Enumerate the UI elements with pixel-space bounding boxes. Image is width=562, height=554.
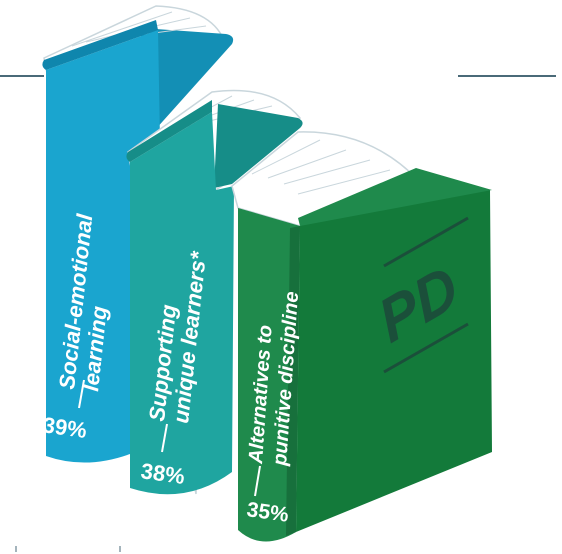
book-3-page-lines xyxy=(251,139,391,195)
book-3-cover-edge xyxy=(298,168,492,226)
book-2: Supporting unique learners* 38% xyxy=(126,89,303,495)
book-1-spine-top xyxy=(42,20,158,70)
book-2-cover xyxy=(214,104,303,188)
book-2-spine-top xyxy=(126,100,212,162)
book-2-percent: 38% xyxy=(139,458,186,489)
book-3-emblem-line-bottom xyxy=(383,322,469,374)
book-3-emblem-line-top xyxy=(383,216,469,268)
book-3-spine xyxy=(238,208,300,542)
book-1: Social-emotional learning 39% xyxy=(41,5,234,463)
book-2-spine xyxy=(130,112,234,495)
book-1-percent: 39% xyxy=(41,412,88,443)
book-3-cover xyxy=(296,179,492,532)
book-2-separator xyxy=(161,423,168,453)
book-3-spine-shadow xyxy=(286,226,300,536)
book-3-separator xyxy=(254,465,261,497)
book-1-spine xyxy=(46,30,160,463)
book-1-separator xyxy=(78,379,85,409)
book-3: PD Alternatives to punitive discipline 3… xyxy=(231,131,492,542)
